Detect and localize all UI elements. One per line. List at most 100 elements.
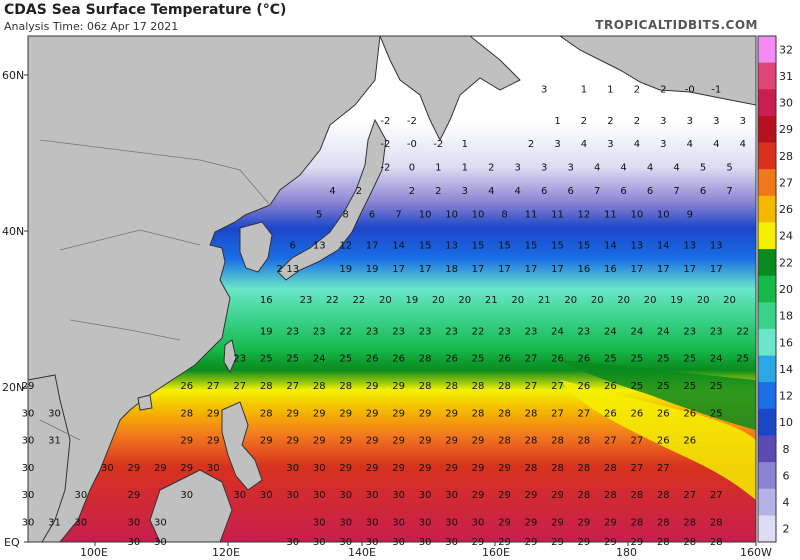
sst-value-label: 30 bbox=[286, 463, 299, 474]
colorbar-swatch bbox=[758, 382, 776, 410]
sst-value-label: 3 bbox=[568, 163, 574, 174]
sst-value-label: 26 bbox=[392, 354, 405, 365]
colorbar-label: 20 bbox=[779, 283, 793, 296]
sst-value-label: 28 bbox=[657, 537, 670, 548]
colorbar-label: 6 bbox=[783, 469, 790, 482]
sst-value-label: 4 bbox=[647, 163, 653, 174]
colorbar-label: 14 bbox=[779, 363, 793, 376]
colorbar-swatch bbox=[758, 408, 776, 436]
sst-value-label: 17 bbox=[525, 264, 538, 275]
longitude-ticks: 100E 120E 140E 160E 180 160W bbox=[80, 546, 772, 559]
sst-value-label: 25 bbox=[286, 354, 299, 365]
sst-value-label: 3 bbox=[554, 139, 560, 150]
sst-value-label: 27 bbox=[525, 354, 538, 365]
sst-value-label: 29 bbox=[392, 436, 405, 447]
lon-tick-160e: 160E bbox=[482, 546, 510, 559]
lon-tick-140e: 140E bbox=[348, 546, 376, 559]
sst-value-label: 6 bbox=[620, 186, 626, 197]
sst-value-label: 30 bbox=[75, 518, 88, 529]
sst-value-label: 27 bbox=[551, 381, 564, 392]
sst-value-label: 30 bbox=[154, 518, 167, 529]
colorbar-label: 18 bbox=[779, 310, 793, 323]
sst-value-label: 24 bbox=[313, 354, 326, 365]
sst-value-label: 27 bbox=[551, 408, 564, 419]
sst-value-label: 17 bbox=[710, 264, 723, 275]
lon-tick-120e: 120E bbox=[212, 546, 240, 559]
sst-value-label: 23 bbox=[498, 326, 511, 337]
sst-value-label: 29 bbox=[128, 463, 141, 474]
sst-value-label: 10 bbox=[445, 209, 458, 220]
sst-value-label: 30 bbox=[313, 537, 326, 548]
colorbar-label: 4 bbox=[783, 496, 790, 509]
sst-value-label: 14 bbox=[657, 241, 670, 252]
sst-value-label: 13 bbox=[710, 241, 723, 252]
sst-value-label: 23 bbox=[710, 326, 723, 337]
sst-value-label: 3 bbox=[740, 116, 746, 127]
sst-value-label: 20 bbox=[644, 295, 657, 306]
sst-value-label: 23 bbox=[313, 326, 326, 337]
sst-value-label: 26 bbox=[578, 381, 591, 392]
sst-value-label: 4 bbox=[687, 139, 693, 150]
sst-value-label: 29 bbox=[498, 518, 511, 529]
lat-tick-40n: 40N bbox=[2, 225, 24, 238]
sst-value-label: 19 bbox=[339, 264, 352, 275]
sst-value-label: 26 bbox=[683, 436, 696, 447]
sst-value-label: 27 bbox=[631, 436, 644, 447]
sst-value-label: 28 bbox=[683, 518, 696, 529]
plot-area bbox=[28, 36, 756, 542]
sst-value-label: 23 bbox=[445, 326, 458, 337]
sst-value-label: 19 bbox=[366, 264, 379, 275]
sst-value-label: 11 bbox=[525, 209, 538, 220]
sst-value-label: 4 bbox=[515, 186, 521, 197]
lon-tick-160w: 160W bbox=[740, 546, 772, 559]
sst-value-label: 30 bbox=[154, 537, 167, 548]
sst-value-label: 29 bbox=[578, 518, 591, 529]
sst-value-label: 6 bbox=[369, 209, 375, 220]
sst-value-label: 22 bbox=[326, 295, 339, 306]
sst-value-label: 28 bbox=[551, 463, 564, 474]
sst-value-label: 29 bbox=[525, 518, 538, 529]
sst-value-label: 20 bbox=[511, 295, 524, 306]
sst-value-label: 28 bbox=[631, 490, 644, 501]
sst-value-label: 29 bbox=[445, 463, 458, 474]
sst-value-label: 6 bbox=[568, 186, 574, 197]
sst-value-label: 30 bbox=[22, 490, 35, 501]
sst-value-label: 3 bbox=[541, 85, 547, 96]
sst-value-label: 29 bbox=[128, 490, 141, 501]
sst-value-label: 3 bbox=[607, 139, 613, 150]
land-taiwan bbox=[223, 339, 237, 374]
colorbar-swatch bbox=[758, 195, 776, 223]
sst-value-label: 13 bbox=[286, 264, 299, 275]
sst-value-label: 7 bbox=[726, 186, 732, 197]
sst-value-label: 25 bbox=[657, 354, 670, 365]
sst-value-label: 30 bbox=[366, 490, 379, 501]
sst-value-label: 30 bbox=[339, 490, 352, 501]
sst-value-label: 15 bbox=[551, 241, 564, 252]
sst-value-label: 29 bbox=[180, 463, 193, 474]
sst-value-label: 30 bbox=[419, 518, 432, 529]
colorbar-swatch bbox=[758, 355, 776, 383]
colorbar-swatch bbox=[758, 515, 776, 543]
sst-value-label: 26 bbox=[657, 436, 670, 447]
sst-value-label: 2 bbox=[435, 186, 441, 197]
colorbar-label: 16 bbox=[779, 336, 793, 349]
sst-value-label: 23 bbox=[419, 326, 432, 337]
colorbar-swatch bbox=[758, 169, 776, 197]
colorbar-swatch bbox=[758, 435, 776, 463]
sst-value-label: 26 bbox=[683, 408, 696, 419]
lat-tick-eq: EQ bbox=[4, 536, 20, 549]
sst-value-label: 29 bbox=[339, 436, 352, 447]
sst-value-label: 15 bbox=[419, 241, 432, 252]
sst-value-label: 27 bbox=[710, 490, 723, 501]
colorbar-label: 32 bbox=[779, 43, 793, 56]
lat-tick-20n: 20N bbox=[2, 381, 24, 394]
sst-value-label: 29 bbox=[154, 463, 167, 474]
sst-value-label: 15 bbox=[498, 241, 511, 252]
sst-value-label: 6 bbox=[290, 241, 296, 252]
sst-value-label: 1 bbox=[581, 85, 587, 96]
sst-value-label: 29 bbox=[631, 537, 644, 548]
sst-value-label: 23 bbox=[286, 326, 299, 337]
sst-value-label: 31 bbox=[48, 518, 61, 529]
land-korea bbox=[239, 221, 273, 273]
sst-value-label: 30 bbox=[313, 518, 326, 529]
